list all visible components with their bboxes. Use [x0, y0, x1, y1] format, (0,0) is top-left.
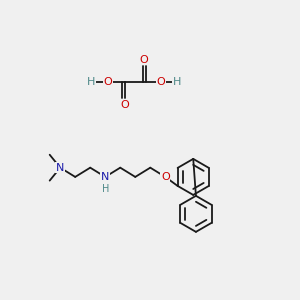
- Text: N: N: [101, 172, 110, 182]
- Text: O: O: [161, 172, 170, 182]
- Text: O: O: [121, 100, 129, 110]
- Text: H: H: [102, 184, 109, 194]
- Text: N: N: [56, 163, 64, 173]
- Text: O: O: [103, 77, 112, 87]
- Text: O: O: [139, 55, 148, 65]
- Text: H: H: [173, 77, 181, 87]
- Text: O: O: [156, 77, 165, 87]
- Text: H: H: [87, 77, 96, 87]
